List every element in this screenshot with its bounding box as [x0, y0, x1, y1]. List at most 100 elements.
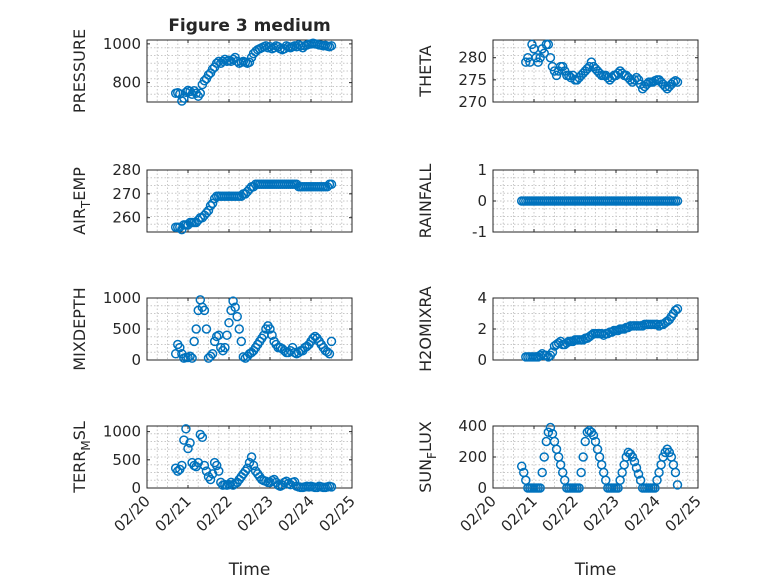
data-point: [633, 469, 644, 479]
y-tick-label: 1000: [103, 423, 141, 441]
y-tick-label: 0: [477, 479, 487, 497]
y-tick-label: 1000: [103, 289, 141, 307]
x-tick-label: 02/24: [275, 492, 318, 535]
data-point: [580, 436, 590, 447]
x-tick-label: 02/23: [234, 492, 277, 535]
y-axis-label-mixdepth: MIXDEPTH: [70, 287, 89, 370]
y-tick-label: 280: [458, 49, 487, 67]
y-axis-label-pressure: PRESSURE: [70, 29, 89, 113]
data-point: [672, 304, 683, 314]
data-point: [672, 77, 683, 87]
data-point: [201, 208, 212, 218]
y-axis-label-sun_flux: SUNFLUX: [416, 421, 439, 493]
x-tick-label: 02/25: [662, 492, 705, 535]
data-point: [195, 88, 206, 99]
data-point: [177, 460, 187, 471]
data-point: [185, 351, 195, 362]
data-point: [267, 330, 277, 340]
y-tick-label: 400: [458, 417, 487, 435]
data-point: [668, 77, 679, 87]
data-point: [214, 466, 224, 476]
panel-mixdepth: 0 500 1000 MIXDEPTH: [70, 287, 353, 371]
data-point: [586, 57, 597, 67]
data-point: [175, 342, 185, 353]
axes-box-pressure: [146, 39, 353, 103]
x-tick-label: 02/21: [498, 492, 541, 535]
data-point: [199, 460, 210, 471]
data-point: [531, 52, 541, 63]
y-tick-label: 280: [112, 161, 141, 179]
data-point: [629, 75, 640, 85]
x-tick-label: 02/22: [193, 492, 236, 535]
panel-h2omixra: 0 2 4 H2OMIXRA: [416, 286, 699, 372]
data-point: [205, 474, 216, 485]
data-point: [224, 318, 234, 328]
data-point: [584, 61, 595, 72]
y-tick-label: 800: [112, 74, 141, 92]
data-point: [322, 347, 333, 357]
data-point: [670, 305, 681, 316]
data-point: [230, 302, 240, 313]
y-tick-label: 4: [477, 289, 487, 307]
y-axis-label-rainfall: RAINFALL: [416, 164, 435, 239]
panel-pressure: 800 1000 PRESSURE Figure 3 medium: [70, 16, 353, 113]
data-point: [244, 57, 255, 68]
y-tick-label: 200: [458, 448, 487, 466]
y-tick-label: 0: [477, 192, 487, 210]
data-point: [562, 338, 572, 348]
data-point: [535, 483, 545, 493]
data-point: [545, 52, 556, 63]
data-point: [574, 483, 584, 493]
x-tick-label: 02/20: [111, 492, 154, 535]
data-point: [627, 452, 638, 462]
y-tick-label: 1000: [103, 35, 141, 53]
x-axis-label: Time: [574, 560, 617, 580]
data-point: [588, 430, 599, 441]
data-point: [220, 342, 230, 353]
data-point: [537, 467, 547, 478]
x-tick-label: 02/22: [539, 492, 582, 535]
data-point: [664, 447, 675, 458]
data-point: [181, 424, 191, 434]
y-tick-label: 275: [458, 71, 487, 89]
data-point: [183, 443, 193, 454]
data-point: [613, 325, 623, 336]
data-point: [326, 336, 337, 347]
data-point: [211, 58, 222, 68]
panel-theta: 270 275 280 THETA: [416, 39, 699, 111]
panel-terr_msl: 0 500 1000 TERRMSL 02/2002/2102/2202/2302/24…: [70, 421, 359, 580]
data-point: [578, 452, 588, 462]
data-point: [660, 81, 670, 92]
data-point: [672, 196, 683, 206]
data-point: [234, 324, 244, 334]
data-point: [248, 460, 259, 471]
data-point: [545, 422, 556, 433]
data-point: [527, 39, 537, 50]
panel-air_temp: 260 270 280 AIRTEMP: [70, 161, 353, 235]
x-tick-label: 02/24: [621, 492, 664, 535]
data-point: [207, 349, 218, 359]
data-point: [547, 347, 558, 357]
data-point: [539, 452, 549, 462]
data-point: [205, 201, 216, 211]
data-point: [191, 324, 201, 334]
y-tick-label: -1: [472, 223, 487, 241]
y-tick-label: 0: [131, 351, 141, 369]
data-point: [631, 463, 642, 473]
y-tick-label: 260: [112, 209, 141, 227]
data-point: [232, 311, 242, 322]
x-tick-label: 02/21: [152, 492, 195, 535]
data-point: [564, 70, 574, 81]
data-point: [207, 198, 218, 209]
data-point: [543, 427, 554, 437]
y-tick-label: 0: [477, 351, 487, 369]
data-point: [553, 452, 564, 462]
x-axis-label: Time: [228, 560, 271, 580]
data-point: [533, 57, 543, 67]
y-tick-label: 270: [458, 93, 487, 111]
y-axis-label-terr_msl: TERRMSL: [70, 421, 93, 494]
data-point: [185, 438, 195, 448]
axes-box-terr_msl: [146, 425, 353, 489]
data-point: [539, 48, 549, 59]
data-point: [326, 41, 337, 51]
